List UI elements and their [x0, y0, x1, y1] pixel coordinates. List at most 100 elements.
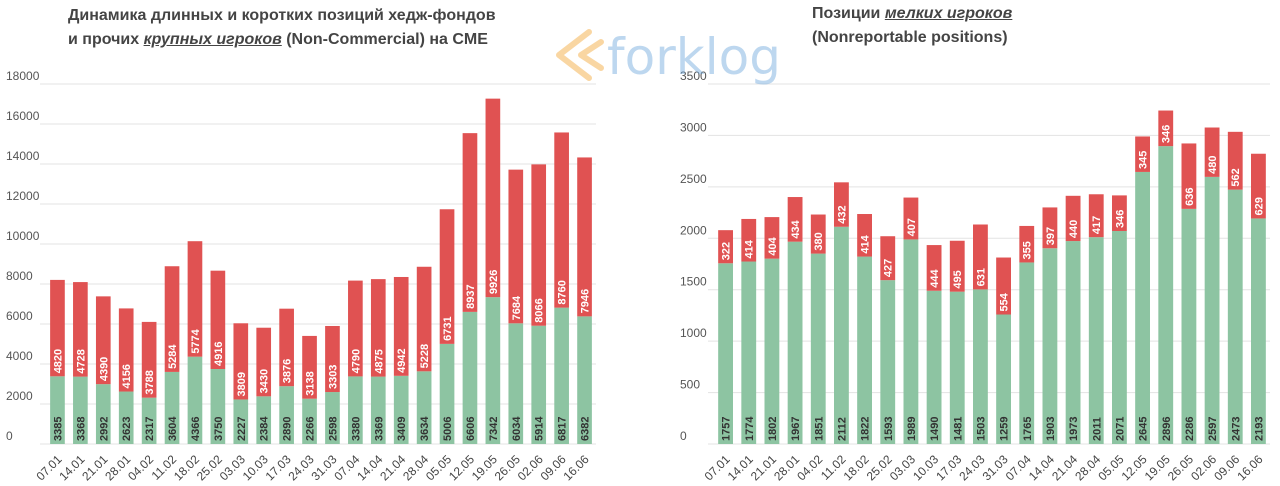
right-chart-bar-long [1181, 208, 1197, 444]
left-chart-y-tick-label: 10000 [6, 229, 40, 243]
right-chart-short-value-label: 346 [1114, 210, 1126, 228]
right-chart-short-value-label: 414 [744, 239, 756, 258]
left-chart-long-value-label: 2623 [121, 417, 133, 441]
right-chart-bar-short [1181, 143, 1197, 209]
right-title-emphasis: мелких игроков [884, 5, 1013, 22]
left-chart-title: Динамика длинных и коротких позиций хедж… [68, 4, 496, 52]
left-chart-bar-long [256, 396, 272, 444]
left-chart-bar-long [187, 356, 203, 444]
left-title-line-2-pre: и прочих [68, 31, 144, 48]
right-chart-long-value-label: 1774 [744, 416, 756, 441]
right-chart-long-value-label: 1503 [975, 417, 987, 441]
left-chart-long-value-label: 3409 [396, 417, 408, 441]
left-chart-long-value-label: 2227 [236, 417, 248, 441]
left-chart-y-tick-label: 12000 [6, 189, 40, 203]
right-chart-y-tick-label: 3000 [680, 120, 707, 134]
left-chart-bar-short [531, 164, 547, 326]
left-title-line-1: Динамика длинных и коротких позиций хедж… [68, 7, 496, 24]
right-chart-bar-short [764, 217, 780, 259]
left-chart-bar-long [416, 371, 432, 444]
right-chart-x-tick-label: 09.06 [1211, 452, 1242, 483]
right-chart-y-tick-label: 2000 [680, 223, 707, 237]
left-chart-short-value-label: 4820 [52, 349, 64, 373]
right-chart-bar-short [1251, 153, 1266, 219]
right-chart-x-tick-label: 24.03 [956, 452, 987, 483]
left-chart-bar-long [393, 375, 409, 444]
right-chart-bar-long [787, 241, 803, 444]
left-chart-long-value-label: 3634 [419, 416, 431, 441]
left-chart-short-value-label: 3809 [236, 372, 248, 396]
right-chart-bar-long [926, 290, 942, 444]
left-chart-bar-long [233, 399, 249, 444]
right-chart-x-tick-label: 05.05 [1095, 452, 1126, 483]
right-chart-long-value-label: 1967 [790, 417, 802, 441]
right-chart-bar-short [880, 236, 896, 281]
right-chart-x-tick-label: 03.03 [887, 452, 918, 483]
left-chart-x-tick-label: 12.05 [446, 452, 477, 483]
right-chart-long-value-label: 2645 [1138, 417, 1150, 441]
right-chart-short-value-label: 380 [813, 232, 825, 250]
right-chart-bar-long [1065, 241, 1081, 444]
right-chart-x-tick-label: 21.01 [748, 452, 779, 483]
right-chart-bar-short [926, 245, 942, 291]
right-chart-long-value-label: 2071 [1114, 417, 1126, 441]
left-chart-long-value-label: 2266 [305, 417, 317, 441]
left-title-line-2: и прочих крупных игроков (Non-Commercial… [68, 28, 496, 52]
left-chart-bar-short [302, 335, 317, 399]
right-title-line-1: Позиции мелких игроков [812, 2, 1012, 26]
right-chart-long-value-label: 2193 [1253, 417, 1265, 441]
right-chart-long-value-label: 1259 [999, 417, 1011, 441]
right-chart-long-value-label: 2473 [1230, 417, 1242, 441]
left-chart-bar-long [164, 371, 180, 444]
left-stacked-bar-chart: 0 2000 4000 6000 8000 10000 12000 14000 16000 180… [6, 69, 596, 483]
right-chart-x-tick-label: 14.01 [725, 452, 756, 483]
right-chart-long-value-label: 1851 [813, 417, 825, 441]
left-chart-long-value-label: 6034 [511, 416, 523, 441]
right-chart-x-tick-label: 14.04 [1026, 452, 1057, 483]
right-chart-x-tick-label: 26.05 [1165, 452, 1196, 483]
left-chart-long-value-label: 7342 [488, 417, 500, 441]
left-chart-long-value-label: 6817 [557, 417, 569, 441]
left-chart-bar-short [577, 157, 592, 317]
left-chart-bar-short [187, 241, 203, 357]
left-chart-x-tick-label: 09.06 [538, 452, 569, 483]
right-chart-bar-long [1227, 189, 1243, 444]
left-chart-short-value-label: 8066 [534, 298, 546, 322]
left-chart-x-tick-label: 02.06 [515, 452, 546, 483]
left-chart-y-tick-label: 18000 [6, 69, 40, 83]
left-chart-bar-long [485, 297, 501, 444]
right-chart-bar-short [903, 197, 919, 240]
left-chart-bar-short [50, 279, 65, 377]
right-chart-y-tick-label: 0 [680, 429, 687, 443]
right-chart-short-value-label: 407 [906, 218, 918, 236]
left-chart-bar-long [118, 391, 134, 444]
right-chart-bar-short [1019, 225, 1035, 263]
left-chart-long-value-label: 3369 [373, 417, 385, 441]
right-chart-bar-short [1204, 127, 1220, 177]
right-chart-bar-short [1088, 194, 1104, 238]
left-chart-short-value-label: 4156 [121, 364, 133, 388]
right-chart-short-value-label: 440 [1068, 220, 1080, 238]
right-chart-bar-short [1158, 110, 1174, 147]
left-chart-y-tick-label: 16000 [6, 109, 40, 123]
right-chart-bar-long [834, 226, 849, 444]
right-chart-bar-short [787, 197, 803, 242]
left-chart-long-value-label: 2890 [282, 417, 294, 441]
left-chart-short-value-label: 6731 [442, 316, 454, 340]
right-chart-short-value-label: 322 [721, 242, 733, 260]
right-chart-bar-long [973, 289, 988, 444]
right-chart-y-tick-label: 3500 [680, 69, 707, 83]
right-chart-long-value-label: 1973 [1068, 417, 1080, 441]
left-chart-short-value-label: 7946 [580, 289, 592, 313]
left-chart-bar-long [508, 323, 524, 444]
right-chart-short-value-label: 404 [767, 236, 779, 255]
left-chart-long-value-label: 4366 [190, 417, 202, 441]
left-chart-short-value-label: 4390 [98, 357, 110, 381]
left-chart-long-value-label: 2598 [327, 417, 339, 441]
left-chart-long-value-label: 3368 [75, 417, 87, 441]
left-chart-bar-short [256, 327, 272, 397]
left-chart-bar-long [462, 311, 478, 444]
right-chart-short-value-label: 355 [1022, 241, 1034, 259]
right-chart-long-value-label: 1481 [952, 417, 964, 441]
right-chart-x-tick-label: 02.06 [1188, 452, 1219, 483]
